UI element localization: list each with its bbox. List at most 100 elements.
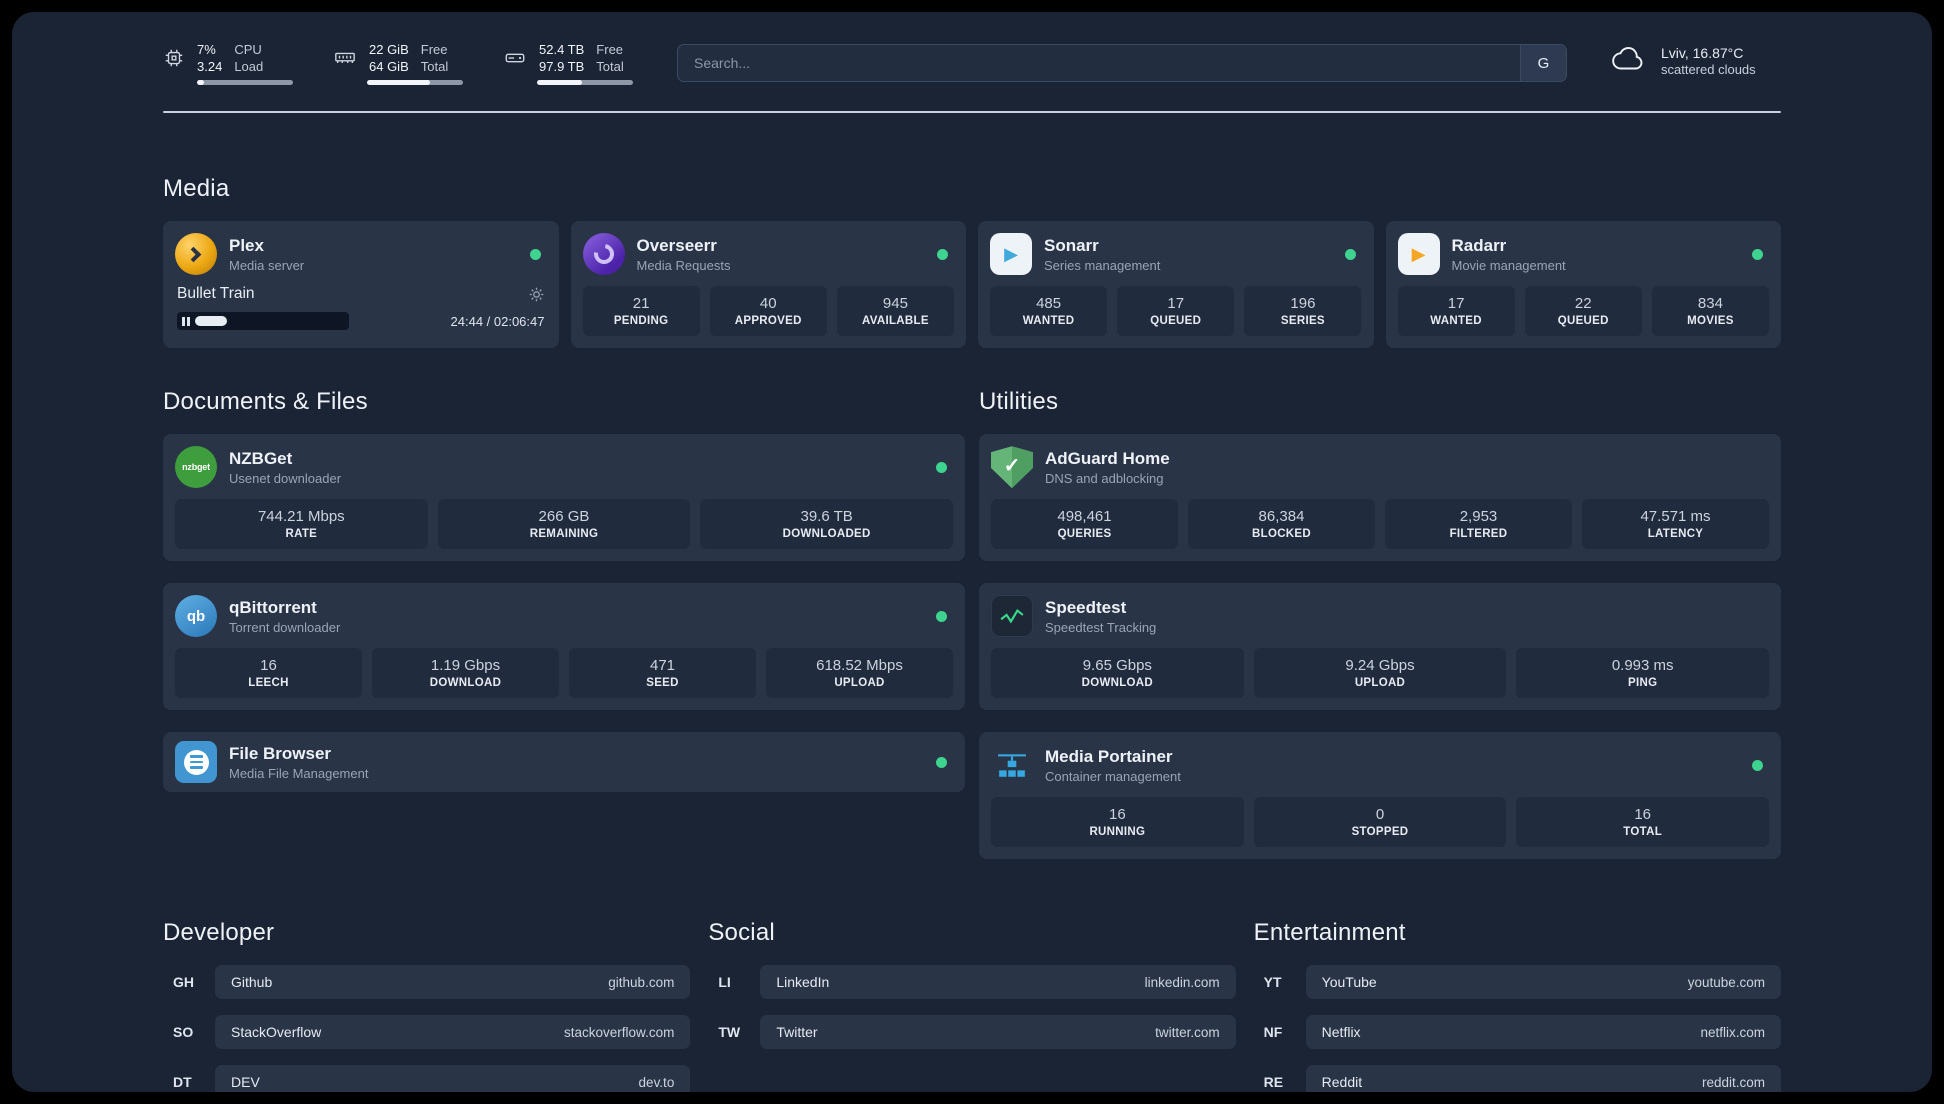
app-card-speedtest[interactable]: Speedtest Speedtest Tracking 9.65 Gbps D… <box>979 583 1781 711</box>
app-name: NZBGet <box>229 448 293 468</box>
status-dot <box>936 461 947 473</box>
stat-value: 498,461 <box>1057 508 1112 526</box>
section-title-entertainment: Entertainment <box>1253 919 1406 947</box>
stat-value: 39.6 TB <box>800 508 853 526</box>
stat-tile: 485 WANTED <box>990 286 1108 337</box>
bookmark-link[interactable]: StackOverflow stackoverflow.com <box>215 1015 691 1050</box>
stat-label: QUERIES <box>1057 528 1112 541</box>
stat-value: 9.24 Gbps <box>1345 657 1415 675</box>
bookmark-link[interactable]: LinkedIn linkedin.com <box>760 965 1236 1000</box>
stat-label: WANTED <box>1022 315 1075 328</box>
stat-value: 471 <box>649 657 676 675</box>
stat-tile: 17 QUEUED <box>1117 286 1235 337</box>
overseerr-icon <box>582 233 625 276</box>
stat-label: MOVIES <box>1687 315 1734 328</box>
stat-tile: 0.993 ms PING <box>1516 648 1769 699</box>
disk-usage-bar <box>537 80 633 86</box>
app-card-radarr[interactable]: ▶ Radarr Movie management 17 WANTED <box>1385 221 1781 349</box>
stat-tile: 16 TOTAL <box>1516 797 1769 848</box>
disk-free-label: Free <box>596 42 624 57</box>
bookmark-row: DT DEV dev.to <box>163 1065 691 1092</box>
stat-label: SERIES <box>1280 315 1325 328</box>
playback-progress-bar[interactable] <box>177 312 349 331</box>
speedtest-icon <box>991 595 1033 638</box>
cpu-load-value: 3.24 <box>197 58 223 74</box>
app-card-filebrowser[interactable]: File Browser Media File Management <box>163 732 965 793</box>
bookmark-link[interactable]: YouTube youtube.com <box>1305 965 1781 1000</box>
stat-value: 40 <box>759 295 777 313</box>
weather-widget[interactable]: Lviv, 16.87°C scattered clouds <box>1611 44 1781 79</box>
bookmark-link[interactable]: Netflix netflix.com <box>1305 1015 1781 1050</box>
nzbget-icon: nzbget <box>175 446 217 489</box>
app-name: Plex <box>229 235 264 255</box>
bookmark-abbr: RE <box>1263 1074 1284 1091</box>
app-card-nzbget[interactable]: nzbget NZBGet Usenet downloader <box>163 434 965 562</box>
stat-label: LEECH <box>248 677 289 690</box>
app-card-overseerr[interactable]: Overseerr Media Requests 21 PENDING <box>570 221 966 349</box>
stat-label: SEED <box>646 677 679 690</box>
stat-value: 16 <box>1634 806 1651 824</box>
app-card-qbittorrent[interactable]: qb qBittorrent Torrent downloader <box>163 583 965 711</box>
app-card-sonarr[interactable]: ▶ Sonarr Series management 485 WANTED <box>978 221 1374 349</box>
status-dot <box>936 610 947 622</box>
stat-label: QUEUED <box>1150 315 1202 328</box>
bookmark-url: stackoverflow.com <box>564 1024 675 1040</box>
search-bar[interactable]: G <box>677 44 1567 82</box>
bookmark-link[interactable]: Twitter twitter.com <box>760 1015 1236 1050</box>
stat-label: QUEUED <box>1557 315 1609 328</box>
search-input[interactable] <box>678 45 1520 81</box>
stat-label: DOWNLOADED <box>782 528 871 541</box>
stat-label: STOPPED <box>1351 826 1409 839</box>
filebrowser-icon <box>175 741 217 784</box>
cpu-label: CPU <box>234 42 262 57</box>
search-engine-button[interactable]: G <box>1520 45 1566 81</box>
stat-tile: 21 PENDING <box>582 286 700 337</box>
stat-tile: 0 STOPPED <box>1253 797 1507 848</box>
app-name: File Browser <box>229 743 332 763</box>
stat-tile: 9.24 Gbps UPLOAD <box>1253 648 1507 699</box>
qbittorrent-icon-text: qb <box>186 607 206 625</box>
dashboard-frame: 7% 3.24 CPU Load <box>12 12 1932 1092</box>
bookmark-name: Github <box>231 974 273 991</box>
app-subtitle: Media Requests <box>636 257 731 273</box>
app-card-adguard[interactable]: ✓ AdGuard Home DNS and adblocking 498,46… <box>979 434 1781 562</box>
app-name: Media Portainer <box>1045 746 1173 766</box>
app-card-portainer[interactable]: Media Portainer Container management 16 … <box>979 732 1781 860</box>
stat-value: 16 <box>260 657 277 675</box>
bookmark-list: GH Github github.com SO StackOverflow st <box>163 965 691 1092</box>
stats-row: 21 PENDING 40 APPROVED 945 AVAILABLE <box>582 286 955 337</box>
weather-condition: scattered clouds <box>1661 62 1756 78</box>
bookmark-link[interactable]: Github github.com <box>215 965 691 1000</box>
bookmark-link[interactable]: Reddit reddit.com <box>1305 1065 1781 1092</box>
stat-tile: 39.6 TB DOWNLOADED <box>700 499 953 550</box>
cpu-load-label: Load <box>234 58 264 74</box>
stat-value: 485 <box>1036 295 1062 313</box>
pause-icon[interactable] <box>182 316 190 326</box>
middle-columns: Documents & Files nzbget NZBGet Usenet d… <box>163 348 1781 860</box>
stat-tile: 196 SERIES <box>1244 286 1362 337</box>
bookmark-link[interactable]: DEV dev.to <box>215 1065 691 1092</box>
app-card-plex[interactable]: Plex Media server Bullet Train <box>163 221 559 349</box>
disk-icon <box>503 47 527 69</box>
status-dot <box>1752 759 1763 771</box>
qbittorrent-icon: qb <box>175 595 217 638</box>
stat-tile: 22 QUEUED <box>1524 286 1642 337</box>
stat-label: RATE <box>285 528 318 541</box>
stat-label: AVAILABLE <box>862 315 929 328</box>
stats-row: 485 WANTED 17 QUEUED 196 SERIES <box>990 286 1362 337</box>
stat-label: FILTERED <box>1449 528 1508 541</box>
section-title-developer: Developer <box>163 919 275 947</box>
dashboard-content: Media Plex Media server Bullet Train <box>12 175 1932 1092</box>
radarr-icon: ▶ <box>1397 233 1440 276</box>
stat-tile: 1.19 Gbps DOWNLOAD <box>372 648 559 699</box>
stat-tile: 16 LEECH <box>175 648 362 699</box>
app-name: Speedtest <box>1045 597 1127 617</box>
stats-row: 744.21 Mbps RATE 266 GB REMAINING <box>175 499 953 550</box>
section-title-media: Media <box>163 175 230 203</box>
cpu-widget: 7% 3.24 CPU Load <box>163 42 293 86</box>
disk-free-value: 52.4 TB <box>539 42 585 57</box>
settings-gear-icon[interactable] <box>528 286 545 303</box>
ram-widget: 22 GiB 64 GiB Free Total <box>333 42 463 86</box>
bookmark-abbr: SO <box>173 1024 194 1041</box>
bookmark-row: LI LinkedIn linkedin.com <box>708 965 1236 1000</box>
